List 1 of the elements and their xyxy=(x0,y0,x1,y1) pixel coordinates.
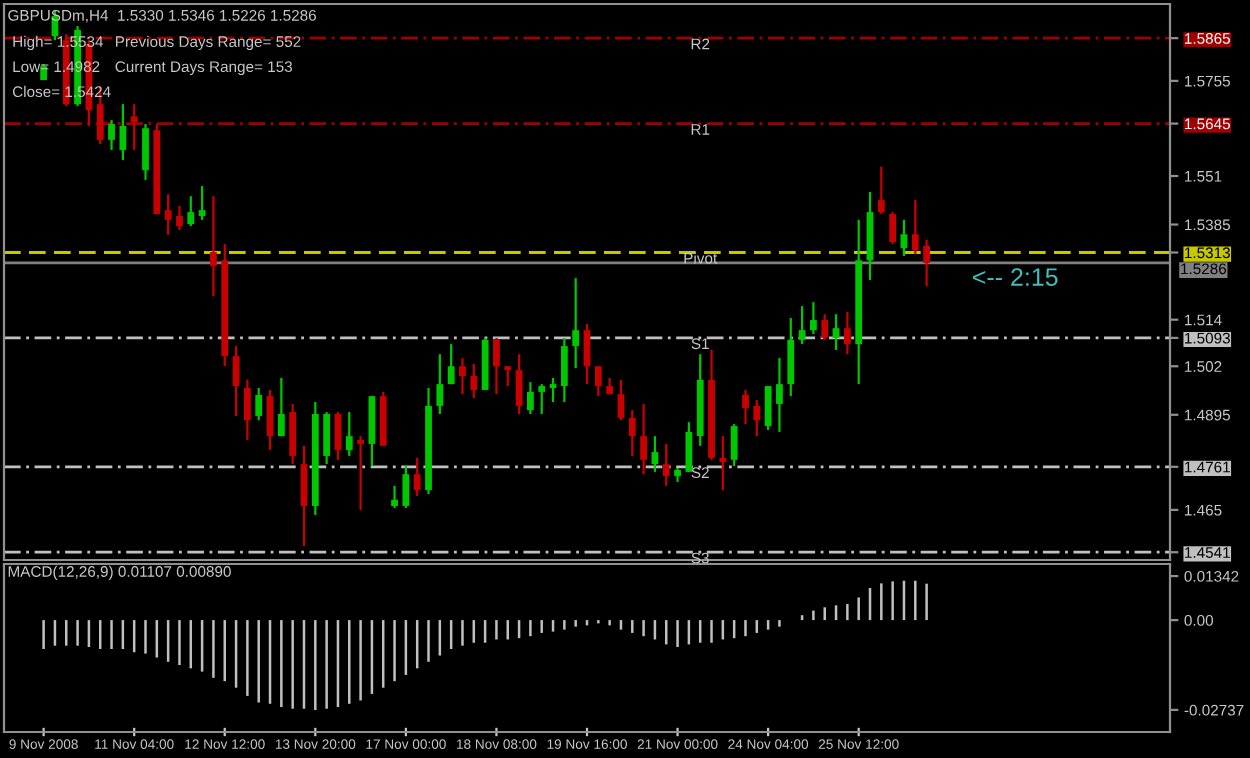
annotation: <-- 2:15 xyxy=(973,268,1058,286)
